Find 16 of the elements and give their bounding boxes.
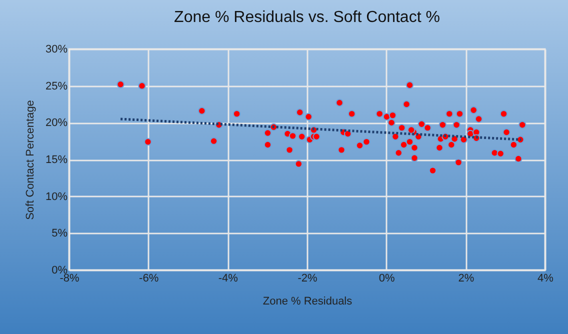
y-tick-label: 25% [45,80,68,92]
x-tick-label: 0% [378,272,395,284]
chart-title: Zone % Residuals vs. Soft Contact % [174,9,440,26]
y-tick-label: 20% [45,117,68,130]
y-tick-label: 15% [45,154,68,166]
y-tick-label: 5% [52,228,68,240]
x-axis-title: Zone % Residuals [262,296,353,308]
y-tick-label: 30% [45,44,68,56]
x-tick-label: -8% [60,272,80,284]
x-tick-label: -6% [139,272,159,284]
x-tick-label: 2% [458,272,474,284]
x-tick-label: -4% [218,272,238,284]
x-tick-label: -2% [298,272,318,284]
x-tick-label: 4% [538,272,554,284]
y-tick-label: 10% [45,190,68,203]
y-axis-title: Soft Contact Percentage [24,100,36,220]
